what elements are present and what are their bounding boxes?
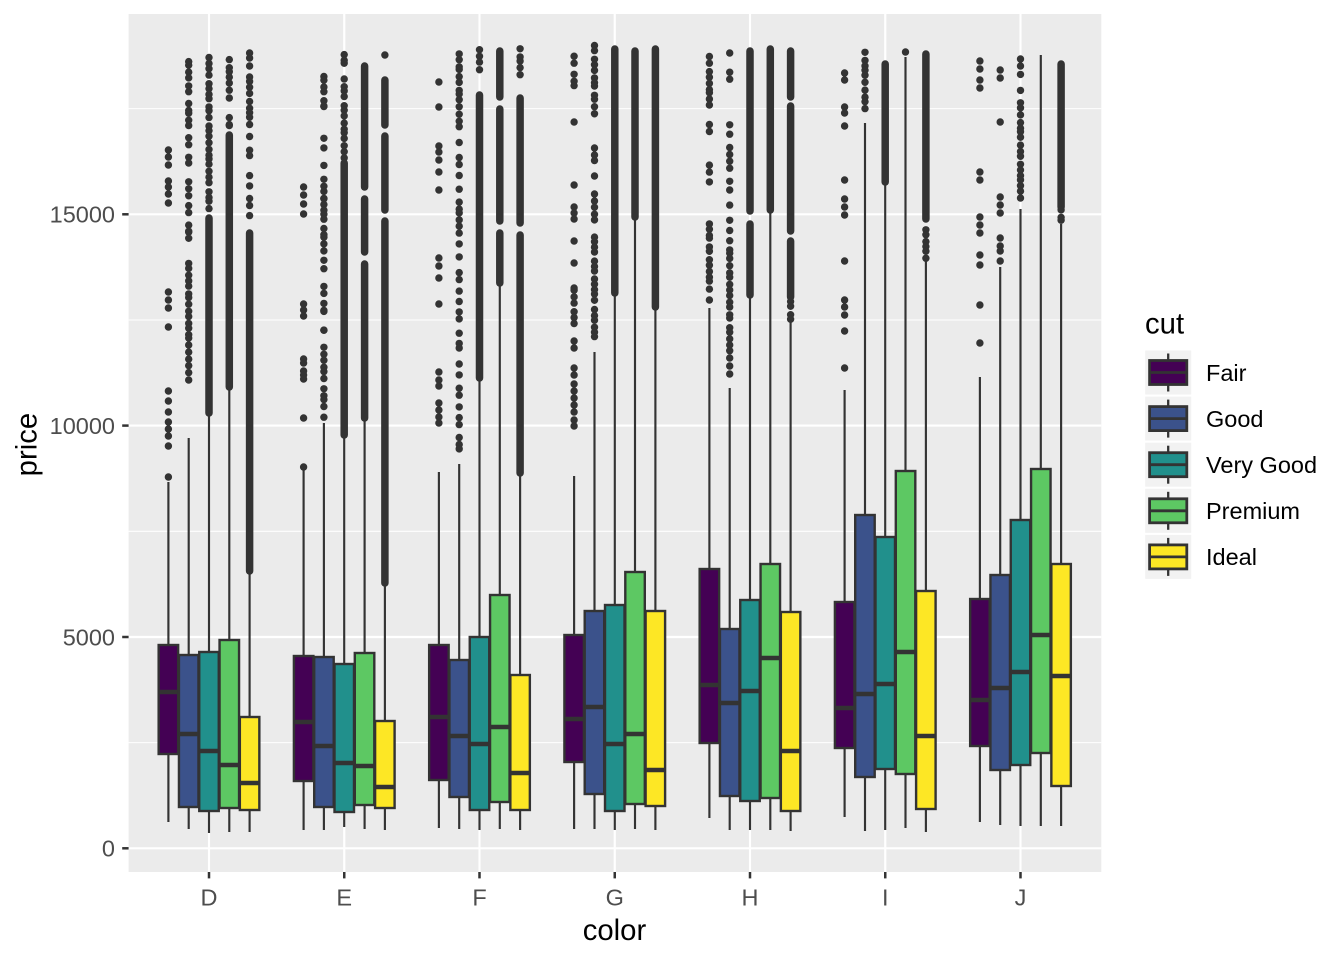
svg-text:Good: Good: [1206, 406, 1264, 432]
svg-text:cut: cut: [1145, 308, 1184, 341]
svg-text:D: D: [201, 885, 218, 911]
svg-text:J: J: [1015, 885, 1027, 911]
svg-text:15000: 15000: [50, 202, 115, 228]
svg-text:Ideal: Ideal: [1206, 544, 1257, 570]
svg-text:10000: 10000: [50, 413, 115, 439]
svg-text:Very Good: Very Good: [1206, 452, 1317, 478]
svg-text:E: E: [336, 885, 352, 911]
svg-text:Fair: Fair: [1206, 360, 1247, 386]
svg-text:price: price: [11, 413, 44, 477]
svg-text:Premium: Premium: [1206, 498, 1300, 524]
svg-text:F: F: [472, 885, 486, 911]
svg-text:5000: 5000: [63, 624, 115, 650]
svg-text:H: H: [742, 885, 759, 911]
svg-text:I: I: [882, 885, 889, 911]
svg-text:0: 0: [102, 836, 115, 862]
svg-text:G: G: [606, 885, 624, 911]
svg-text:color: color: [583, 914, 647, 947]
